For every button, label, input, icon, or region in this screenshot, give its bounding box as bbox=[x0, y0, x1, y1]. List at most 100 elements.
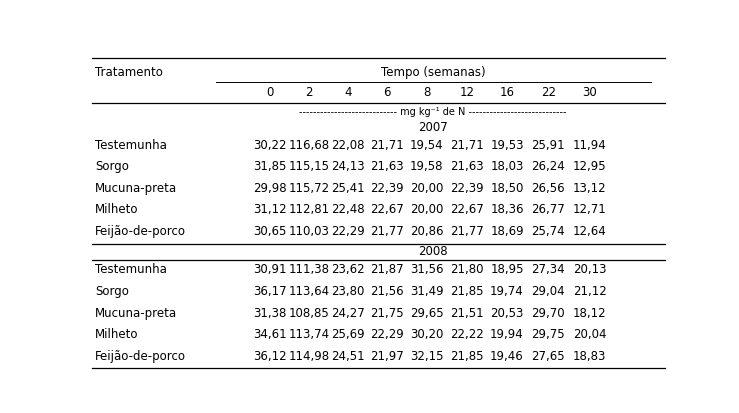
Text: 31,56: 31,56 bbox=[410, 263, 443, 276]
Text: 18,12: 18,12 bbox=[573, 306, 606, 320]
Text: 31,49: 31,49 bbox=[410, 285, 443, 298]
Text: 34,61: 34,61 bbox=[253, 328, 287, 341]
Text: 21,85: 21,85 bbox=[450, 285, 484, 298]
Text: 29,98: 29,98 bbox=[253, 182, 287, 195]
Text: 21,12: 21,12 bbox=[573, 285, 607, 298]
Text: 22,67: 22,67 bbox=[450, 204, 484, 216]
Text: 30,65: 30,65 bbox=[253, 225, 287, 238]
Text: 31,12: 31,12 bbox=[253, 204, 287, 216]
Text: 12,95: 12,95 bbox=[573, 160, 606, 173]
Text: 19,94: 19,94 bbox=[490, 328, 524, 341]
Text: 22,22: 22,22 bbox=[450, 328, 484, 341]
Text: 31,85: 31,85 bbox=[253, 160, 287, 173]
Text: 12,64: 12,64 bbox=[573, 225, 607, 238]
Text: 21,85: 21,85 bbox=[450, 350, 484, 363]
Text: 11,94: 11,94 bbox=[573, 139, 607, 152]
Text: 18,50: 18,50 bbox=[491, 182, 524, 195]
Text: 21,63: 21,63 bbox=[450, 160, 484, 173]
Text: 19,58: 19,58 bbox=[410, 160, 443, 173]
Text: 22: 22 bbox=[541, 86, 556, 99]
Text: 16: 16 bbox=[500, 86, 514, 99]
Text: 21,97: 21,97 bbox=[370, 350, 403, 363]
Text: Tempo (semanas): Tempo (semanas) bbox=[381, 66, 486, 79]
Text: 20,86: 20,86 bbox=[410, 225, 443, 238]
Text: 21,75: 21,75 bbox=[370, 306, 403, 320]
Text: 18,36: 18,36 bbox=[490, 204, 524, 216]
Text: 116,68: 116,68 bbox=[288, 139, 330, 152]
Text: 20,53: 20,53 bbox=[491, 306, 524, 320]
Text: 22,39: 22,39 bbox=[450, 182, 484, 195]
Text: 29,65: 29,65 bbox=[410, 306, 443, 320]
Text: Milheto: Milheto bbox=[95, 204, 139, 216]
Text: 25,41: 25,41 bbox=[331, 182, 364, 195]
Text: 113,64: 113,64 bbox=[288, 285, 330, 298]
Text: 21,71: 21,71 bbox=[370, 139, 403, 152]
Text: 26,24: 26,24 bbox=[531, 160, 565, 173]
Text: Tratamento: Tratamento bbox=[95, 66, 163, 79]
Text: 21,80: 21,80 bbox=[450, 263, 484, 276]
Text: 22,29: 22,29 bbox=[331, 225, 364, 238]
Text: 19,46: 19,46 bbox=[490, 350, 524, 363]
Text: 22,29: 22,29 bbox=[370, 328, 403, 341]
Text: 20,00: 20,00 bbox=[410, 182, 443, 195]
Text: Milheto: Milheto bbox=[95, 328, 139, 341]
Text: 23,62: 23,62 bbox=[331, 263, 364, 276]
Text: 19,74: 19,74 bbox=[490, 285, 524, 298]
Text: 112,81: 112,81 bbox=[288, 204, 330, 216]
Text: 22,39: 22,39 bbox=[370, 182, 403, 195]
Text: 30,20: 30,20 bbox=[410, 328, 443, 341]
Text: 0: 0 bbox=[266, 86, 273, 99]
Text: 26,77: 26,77 bbox=[531, 204, 565, 216]
Text: 115,15: 115,15 bbox=[288, 160, 330, 173]
Text: Mucuna-preta: Mucuna-preta bbox=[95, 182, 177, 195]
Text: Sorgo: Sorgo bbox=[95, 285, 129, 298]
Text: 20,13: 20,13 bbox=[573, 263, 606, 276]
Text: 26,56: 26,56 bbox=[531, 182, 565, 195]
Text: 29,70: 29,70 bbox=[531, 306, 565, 320]
Text: 21,56: 21,56 bbox=[370, 285, 403, 298]
Text: 24,51: 24,51 bbox=[331, 350, 364, 363]
Text: 21,77: 21,77 bbox=[370, 225, 403, 238]
Text: 24,27: 24,27 bbox=[331, 306, 364, 320]
Text: 6: 6 bbox=[383, 86, 390, 99]
Text: 25,91: 25,91 bbox=[531, 139, 565, 152]
Text: 12,71: 12,71 bbox=[573, 204, 607, 216]
Text: Mucuna-preta: Mucuna-preta bbox=[95, 306, 177, 320]
Text: 111,38: 111,38 bbox=[288, 263, 330, 276]
Text: 20,00: 20,00 bbox=[410, 204, 443, 216]
Text: 110,03: 110,03 bbox=[288, 225, 330, 238]
Text: 21,71: 21,71 bbox=[450, 139, 484, 152]
Text: 18,95: 18,95 bbox=[490, 263, 524, 276]
Text: 2007: 2007 bbox=[418, 121, 448, 134]
Text: ---------------------------- mg kg⁻¹ de N ----------------------------: ---------------------------- mg kg⁻¹ de … bbox=[299, 107, 567, 117]
Text: 27,34: 27,34 bbox=[531, 263, 565, 276]
Text: Feijão-de-porco: Feijão-de-porco bbox=[95, 350, 186, 363]
Text: 2008: 2008 bbox=[418, 245, 448, 258]
Text: 27,65: 27,65 bbox=[531, 350, 565, 363]
Text: 23,80: 23,80 bbox=[331, 285, 364, 298]
Text: 113,74: 113,74 bbox=[288, 328, 330, 341]
Text: 22,67: 22,67 bbox=[370, 204, 403, 216]
Text: 13,12: 13,12 bbox=[573, 182, 606, 195]
Text: 115,72: 115,72 bbox=[288, 182, 330, 195]
Text: 22,48: 22,48 bbox=[331, 204, 364, 216]
Text: 29,75: 29,75 bbox=[531, 328, 565, 341]
Text: 114,98: 114,98 bbox=[288, 350, 330, 363]
Text: 21,51: 21,51 bbox=[450, 306, 484, 320]
Text: 21,63: 21,63 bbox=[370, 160, 403, 173]
Text: 20,04: 20,04 bbox=[573, 328, 606, 341]
Text: 4: 4 bbox=[344, 86, 352, 99]
Text: 21,87: 21,87 bbox=[370, 263, 403, 276]
Text: 30,22: 30,22 bbox=[253, 139, 287, 152]
Text: 24,13: 24,13 bbox=[331, 160, 364, 173]
Text: Testemunha: Testemunha bbox=[95, 263, 167, 276]
Text: Sorgo: Sorgo bbox=[95, 160, 129, 173]
Text: 19,54: 19,54 bbox=[410, 139, 443, 152]
Text: 21,77: 21,77 bbox=[450, 225, 484, 238]
Text: Feijão-de-porco: Feijão-de-porco bbox=[95, 225, 186, 238]
Text: 108,85: 108,85 bbox=[288, 306, 330, 320]
Text: 30,91: 30,91 bbox=[253, 263, 287, 276]
Text: 30: 30 bbox=[582, 86, 597, 99]
Text: 19,53: 19,53 bbox=[490, 139, 524, 152]
Text: 18,83: 18,83 bbox=[573, 350, 606, 363]
